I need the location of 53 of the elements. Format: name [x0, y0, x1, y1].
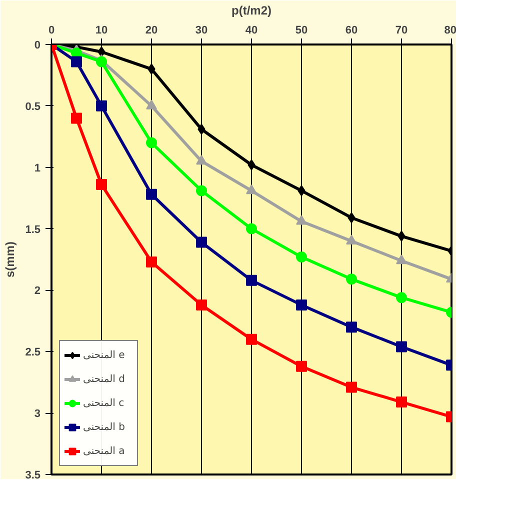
point [96, 179, 107, 190]
point [71, 112, 82, 124]
point [346, 234, 357, 244]
point [96, 56, 107, 68]
point [196, 236, 207, 248]
point [346, 322, 357, 333]
point [346, 382, 357, 393]
point [246, 274, 257, 286]
y-axis-title: s(mm) [3, 241, 18, 278]
point [296, 252, 307, 263]
point [196, 299, 207, 310]
y-tick-label: 1.5 [25, 224, 41, 236]
x-tick-label: 80 [444, 24, 457, 36]
point [146, 100, 157, 110]
x-tick-label: 20 [145, 24, 158, 36]
point [146, 188, 157, 200]
x-tick-label: 0 [48, 24, 55, 36]
point [246, 334, 257, 345]
point [246, 184, 257, 194]
point [246, 223, 257, 234]
point [146, 256, 157, 268]
point [296, 360, 307, 372]
legend-label: المنحنى c [83, 398, 126, 408]
x-tick-label: 70 [395, 24, 408, 36]
point [296, 299, 307, 310]
y-tick-label: 2.5 [25, 346, 41, 359]
y-tick-label: 2 [34, 285, 41, 298]
point [296, 215, 307, 225]
y-tick-label: 0 [34, 40, 41, 52]
point [146, 137, 157, 148]
y-tick-label: 1 [34, 162, 41, 174]
legend-label: المنحنى e [83, 350, 126, 360]
point [396, 396, 407, 408]
point [396, 292, 407, 304]
legend-label: المنحنى d [83, 374, 126, 384]
y-tick-label: 3 [34, 408, 41, 420]
y-tick-label: 0.5 [25, 100, 41, 113]
point [196, 185, 207, 196]
x-tick-label: 40 [245, 24, 258, 36]
point [396, 254, 407, 264]
x-tick-label: 60 [345, 24, 358, 36]
x-tick-label: 50 [295, 24, 308, 36]
x-tick-label: 10 [95, 24, 108, 36]
point [96, 100, 107, 112]
point [196, 154, 207, 165]
x-tick-label: 30 [195, 24, 208, 36]
point [396, 341, 407, 352]
x-axis-title: p(t/m2) [232, 4, 272, 18]
point [346, 274, 357, 285]
point [71, 56, 82, 68]
y-tick-label: 3.5 [25, 470, 41, 482]
legend-label: المنحنى a [83, 446, 126, 456]
legend-label: المنحنى b [83, 422, 126, 432]
